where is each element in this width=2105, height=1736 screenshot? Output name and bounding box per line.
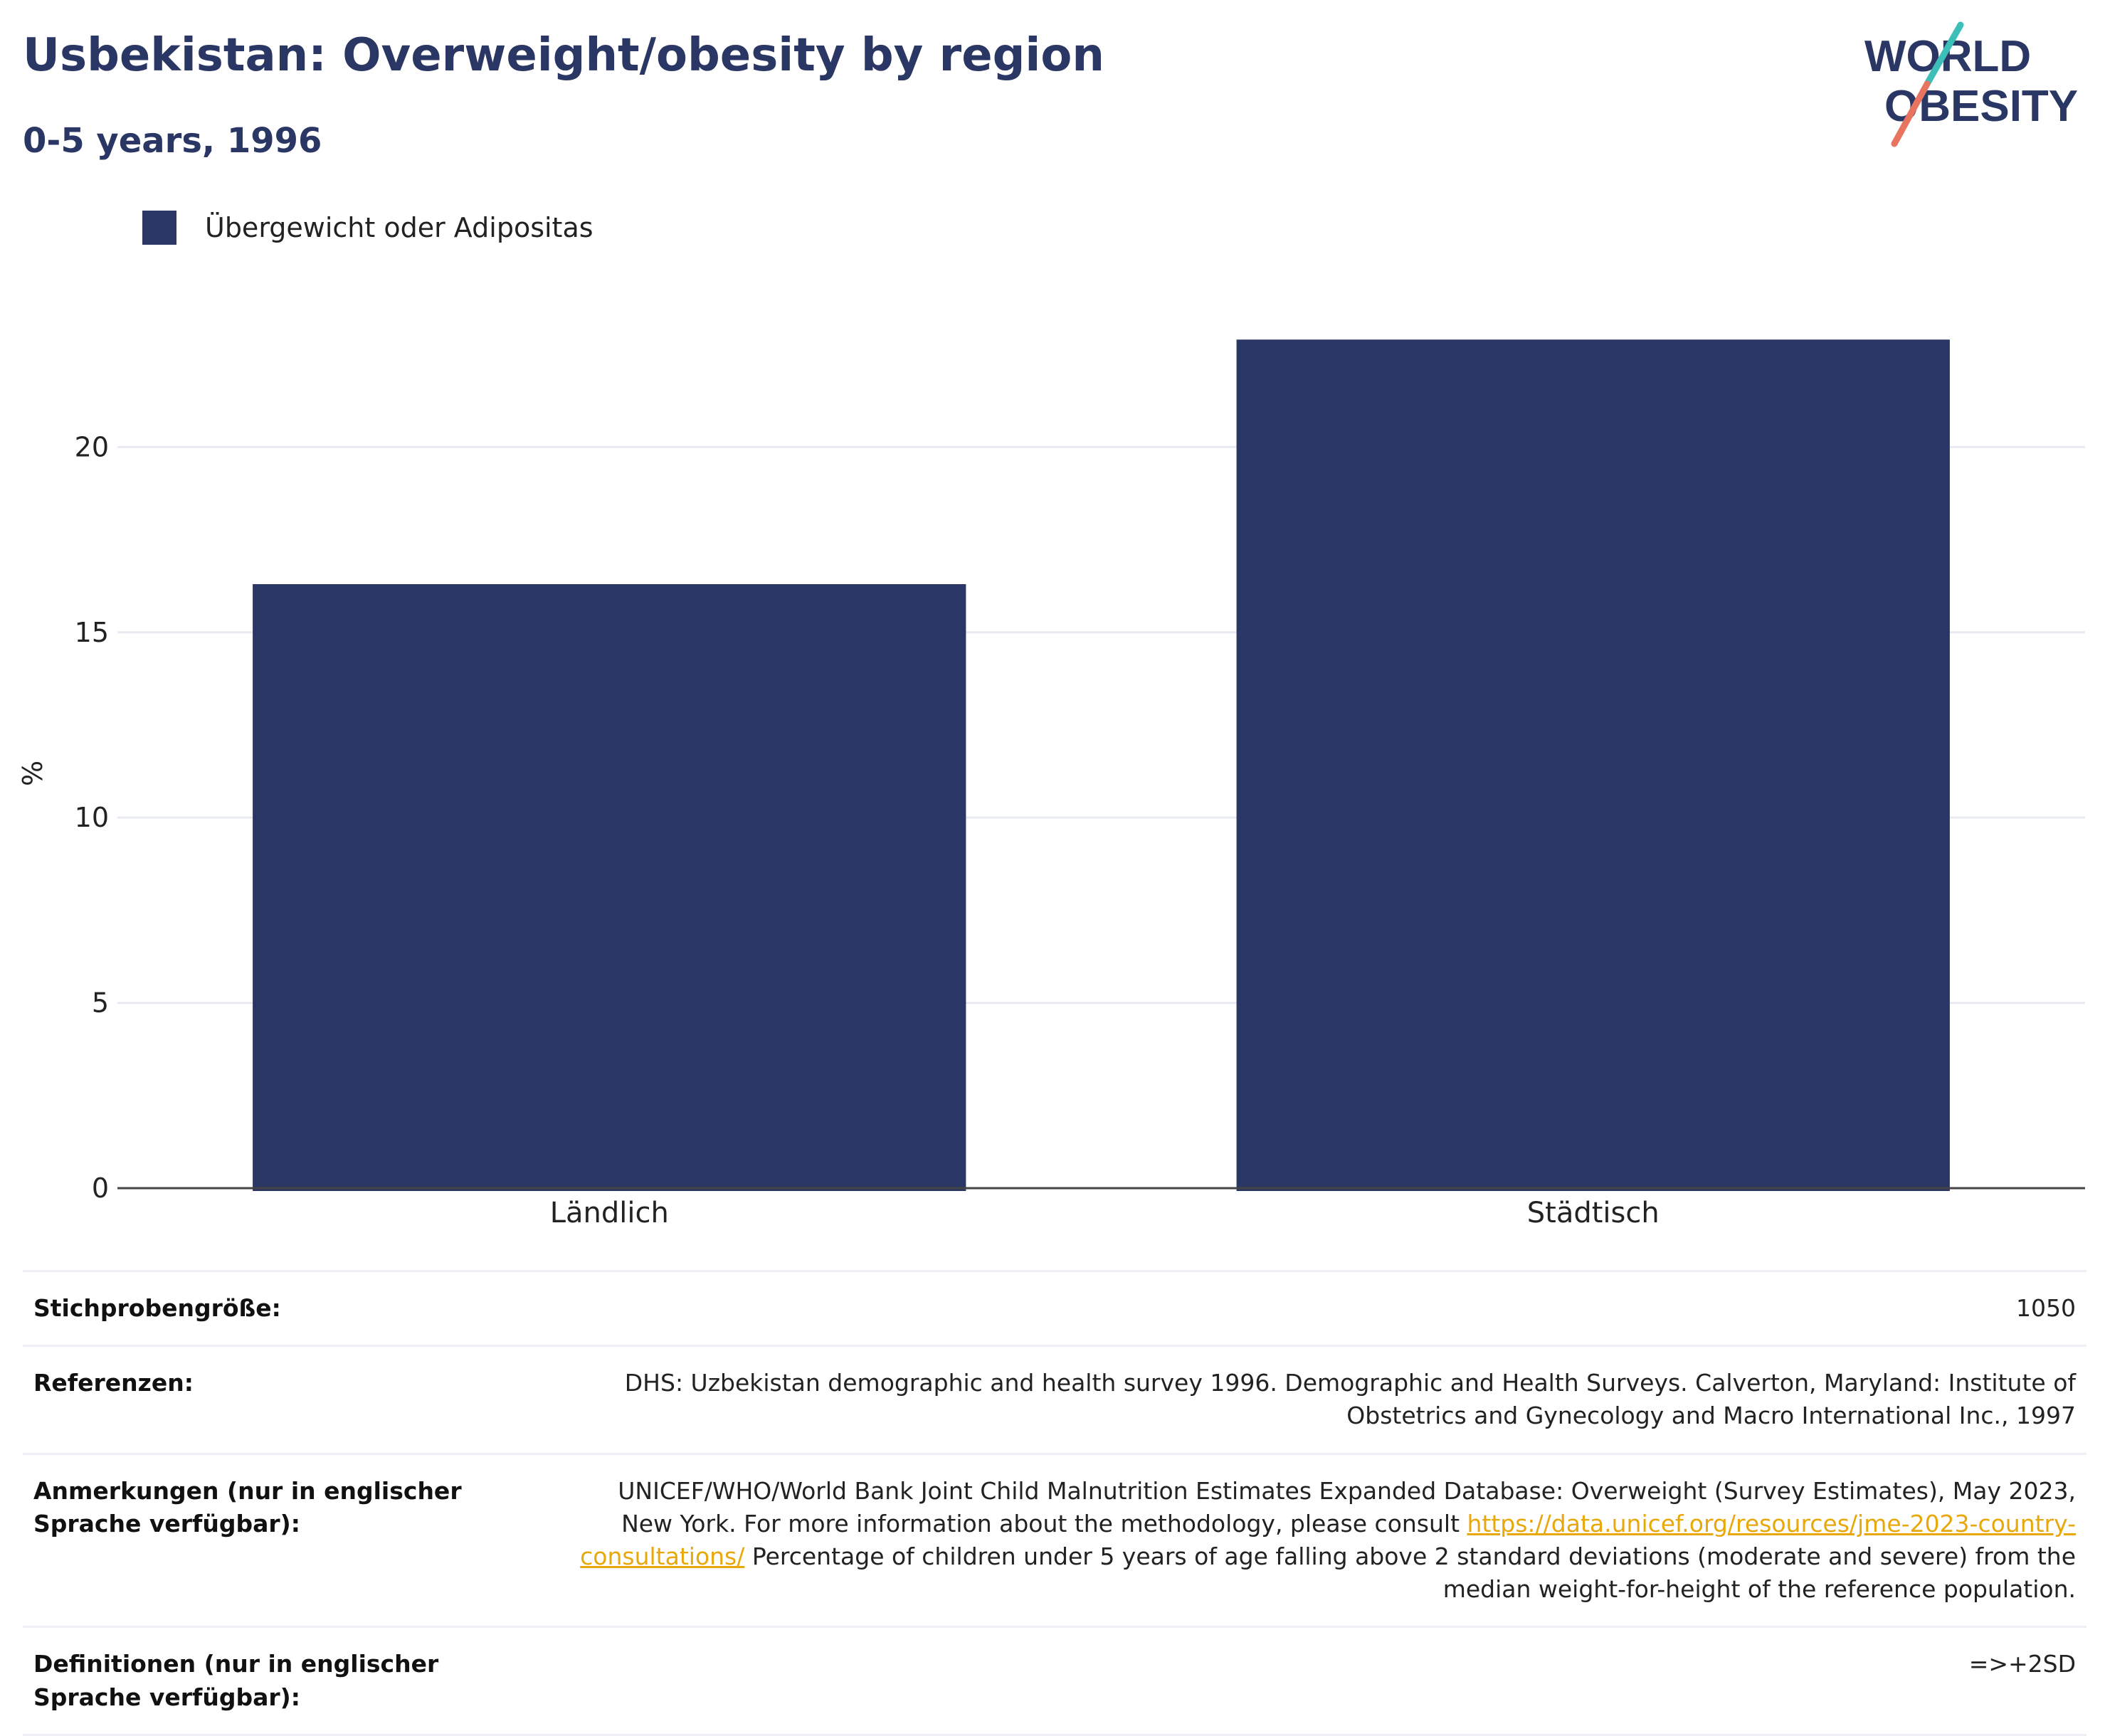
y-tick-label: 20 xyxy=(75,431,109,462)
notes-value: UNICEF/WHO/World Bank Joint Child Malnut… xyxy=(556,1452,2086,1629)
y-tick-label: 15 xyxy=(75,617,109,648)
bar-chart: 0 5 10 15 20 Ländlich Städtisch xyxy=(75,339,2085,1229)
legend-swatch xyxy=(142,211,176,245)
table-row-sample-size: Stichprobengröße: 1050 xyxy=(23,1269,2086,1348)
bar-layer xyxy=(253,339,1950,1192)
chart-legend[interactable]: Übergewicht oder Adipositas xyxy=(142,211,593,245)
definitions-value: =>+2SD xyxy=(556,1626,2086,1736)
notes-text-after: Percentage of children under 5 years of … xyxy=(744,1542,2076,1604)
notes-text-before: UNICEF/WHO/World Bank Joint Child Malnut… xyxy=(618,1476,2076,1537)
chart-subtitle: 0-5 years, 1996 xyxy=(23,121,322,161)
logo-slash-coral xyxy=(1891,80,1931,147)
bar[interactable] xyxy=(253,584,966,1191)
table-row-notes: Anmerkungen (nur in englischer Sprache v… xyxy=(23,1452,2086,1629)
notes-link[interactable]: https://data.unicef.org/resources/jme-20… xyxy=(580,1509,2076,1570)
sample-size-key: Stichprobengröße: xyxy=(23,1269,556,1348)
world-obesity-logo: WORLD OBESITY xyxy=(1864,21,2078,147)
bar[interactable] xyxy=(1236,339,1950,1192)
references-value: DHS: Uzbekistan demographic and health s… xyxy=(556,1345,2086,1455)
y-axis-label: % xyxy=(17,760,49,787)
y-tick-label: 10 xyxy=(75,802,109,833)
notes-key: Anmerkungen (nur in englischer Sprache v… xyxy=(23,1452,556,1629)
tick-layer: 0 5 10 15 20 Ländlich Städtisch xyxy=(75,431,2085,1229)
legend-label: Übergewicht oder Adipositas xyxy=(205,212,593,243)
table-row-definitions: Definitionen (nur in englischer Sprache … xyxy=(23,1626,2086,1736)
references-key: Referenzen: xyxy=(23,1345,556,1455)
chart-title: Usbekistan: Overweight/obesity by region xyxy=(23,29,1104,82)
definitions-key: Definitionen (nur in englischer Sprache … xyxy=(23,1626,556,1736)
table-row-references: Referenzen: DHS: Uzbekistan demographic … xyxy=(23,1345,2086,1455)
x-tick-label: Städtisch xyxy=(1527,1197,1660,1229)
y-tick-label: 5 xyxy=(92,988,109,1019)
y-tick-label: 0 xyxy=(92,1173,109,1204)
sample-size-value: 1050 xyxy=(556,1269,2086,1348)
info-table: Stichprobengröße: 1050 Referenzen: DHS: … xyxy=(23,1269,2086,1736)
logo-slash-teal xyxy=(1924,21,1964,88)
x-tick-label: Ländlich xyxy=(550,1197,669,1229)
logo-line1: WORLD xyxy=(1864,32,2031,81)
